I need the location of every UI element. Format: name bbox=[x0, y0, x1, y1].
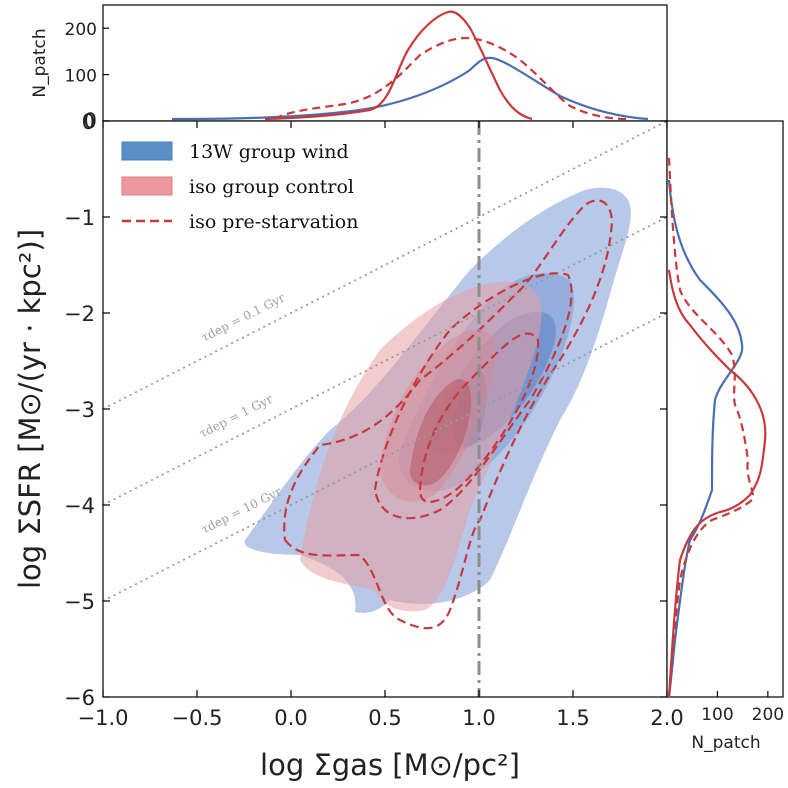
y-tick-label: 0 bbox=[82, 110, 95, 134]
x-tick-label: −0.5 bbox=[172, 706, 223, 730]
y-tick-label: −3 bbox=[64, 398, 95, 422]
prestarvation-contour-outer bbox=[283, 199, 614, 630]
right-marginal-panel bbox=[666, 120, 784, 698]
prestarvation-contour-inner bbox=[418, 332, 540, 504]
y-tick-label: −1 bbox=[64, 206, 95, 230]
main-panel: τdep = 0.1 Gyr τdep = 1 Gyr τdep = 10 Gy… bbox=[102, 120, 668, 698]
x-tick-label: 2.0 bbox=[650, 706, 683, 730]
legend-label-prestarvation: iso pre-starvation bbox=[189, 211, 358, 233]
y-tick-label: −2 bbox=[64, 302, 95, 326]
right-kde-wind bbox=[667, 179, 744, 698]
x-tick-label: −1.0 bbox=[78, 706, 129, 730]
top-panel-y-label: N_patch bbox=[30, 28, 50, 97]
tick-marks: −1.0 −0.5 0.0 0.5 1.0 1.5 2.0 0 −1 −2 −3 −4 −5 −6 200 1… bbox=[64, 20, 784, 730]
top-panel-frame bbox=[102, 4, 668, 122]
prestarvation-contour-mid bbox=[373, 272, 573, 520]
legend-label-control: iso group control bbox=[189, 176, 354, 198]
contours-prestarvation bbox=[283, 199, 614, 630]
top-kde-prestarvation bbox=[274, 36, 629, 121]
right-panel-frame bbox=[666, 120, 784, 698]
top-y-tick-label: 200 bbox=[65, 20, 97, 40]
x-tick-label: 1.5 bbox=[556, 706, 589, 730]
right-x-tick-label: 100 bbox=[701, 705, 733, 725]
top-kde-control bbox=[264, 10, 533, 121]
right-x-tick-label: 200 bbox=[752, 705, 784, 725]
legend-swatch-control bbox=[121, 176, 173, 196]
y-tick-label: −4 bbox=[64, 494, 95, 518]
legend-swatch-wind bbox=[121, 141, 173, 161]
y-tick-label: −6 bbox=[64, 686, 95, 710]
top-y-tick-label: 100 bbox=[65, 67, 97, 87]
top-kde-wind bbox=[171, 56, 649, 121]
right-panel-x-label: N_patch bbox=[691, 733, 760, 753]
y-axis-label: log ΣSFR [M⊙/(yr · kpc²)] bbox=[13, 229, 47, 589]
right-kde-control bbox=[667, 269, 767, 698]
top-marginal-panel bbox=[102, 4, 668, 122]
legend: 13W group wind iso group control iso pre… bbox=[121, 141, 358, 233]
x-tick-label: 0.5 bbox=[368, 706, 401, 730]
x-tick-label: 1.0 bbox=[462, 706, 495, 730]
legend-label-wind: 13W group wind bbox=[189, 141, 349, 163]
x-tick-label: 0.0 bbox=[274, 706, 307, 730]
y-tick-label: −5 bbox=[64, 590, 95, 614]
right-kde-prestarvation bbox=[667, 157, 754, 698]
top-y-tick-label: 0 bbox=[84, 109, 97, 133]
x-axis-label: log Σgas [M⊙/pc²] bbox=[260, 748, 520, 782]
